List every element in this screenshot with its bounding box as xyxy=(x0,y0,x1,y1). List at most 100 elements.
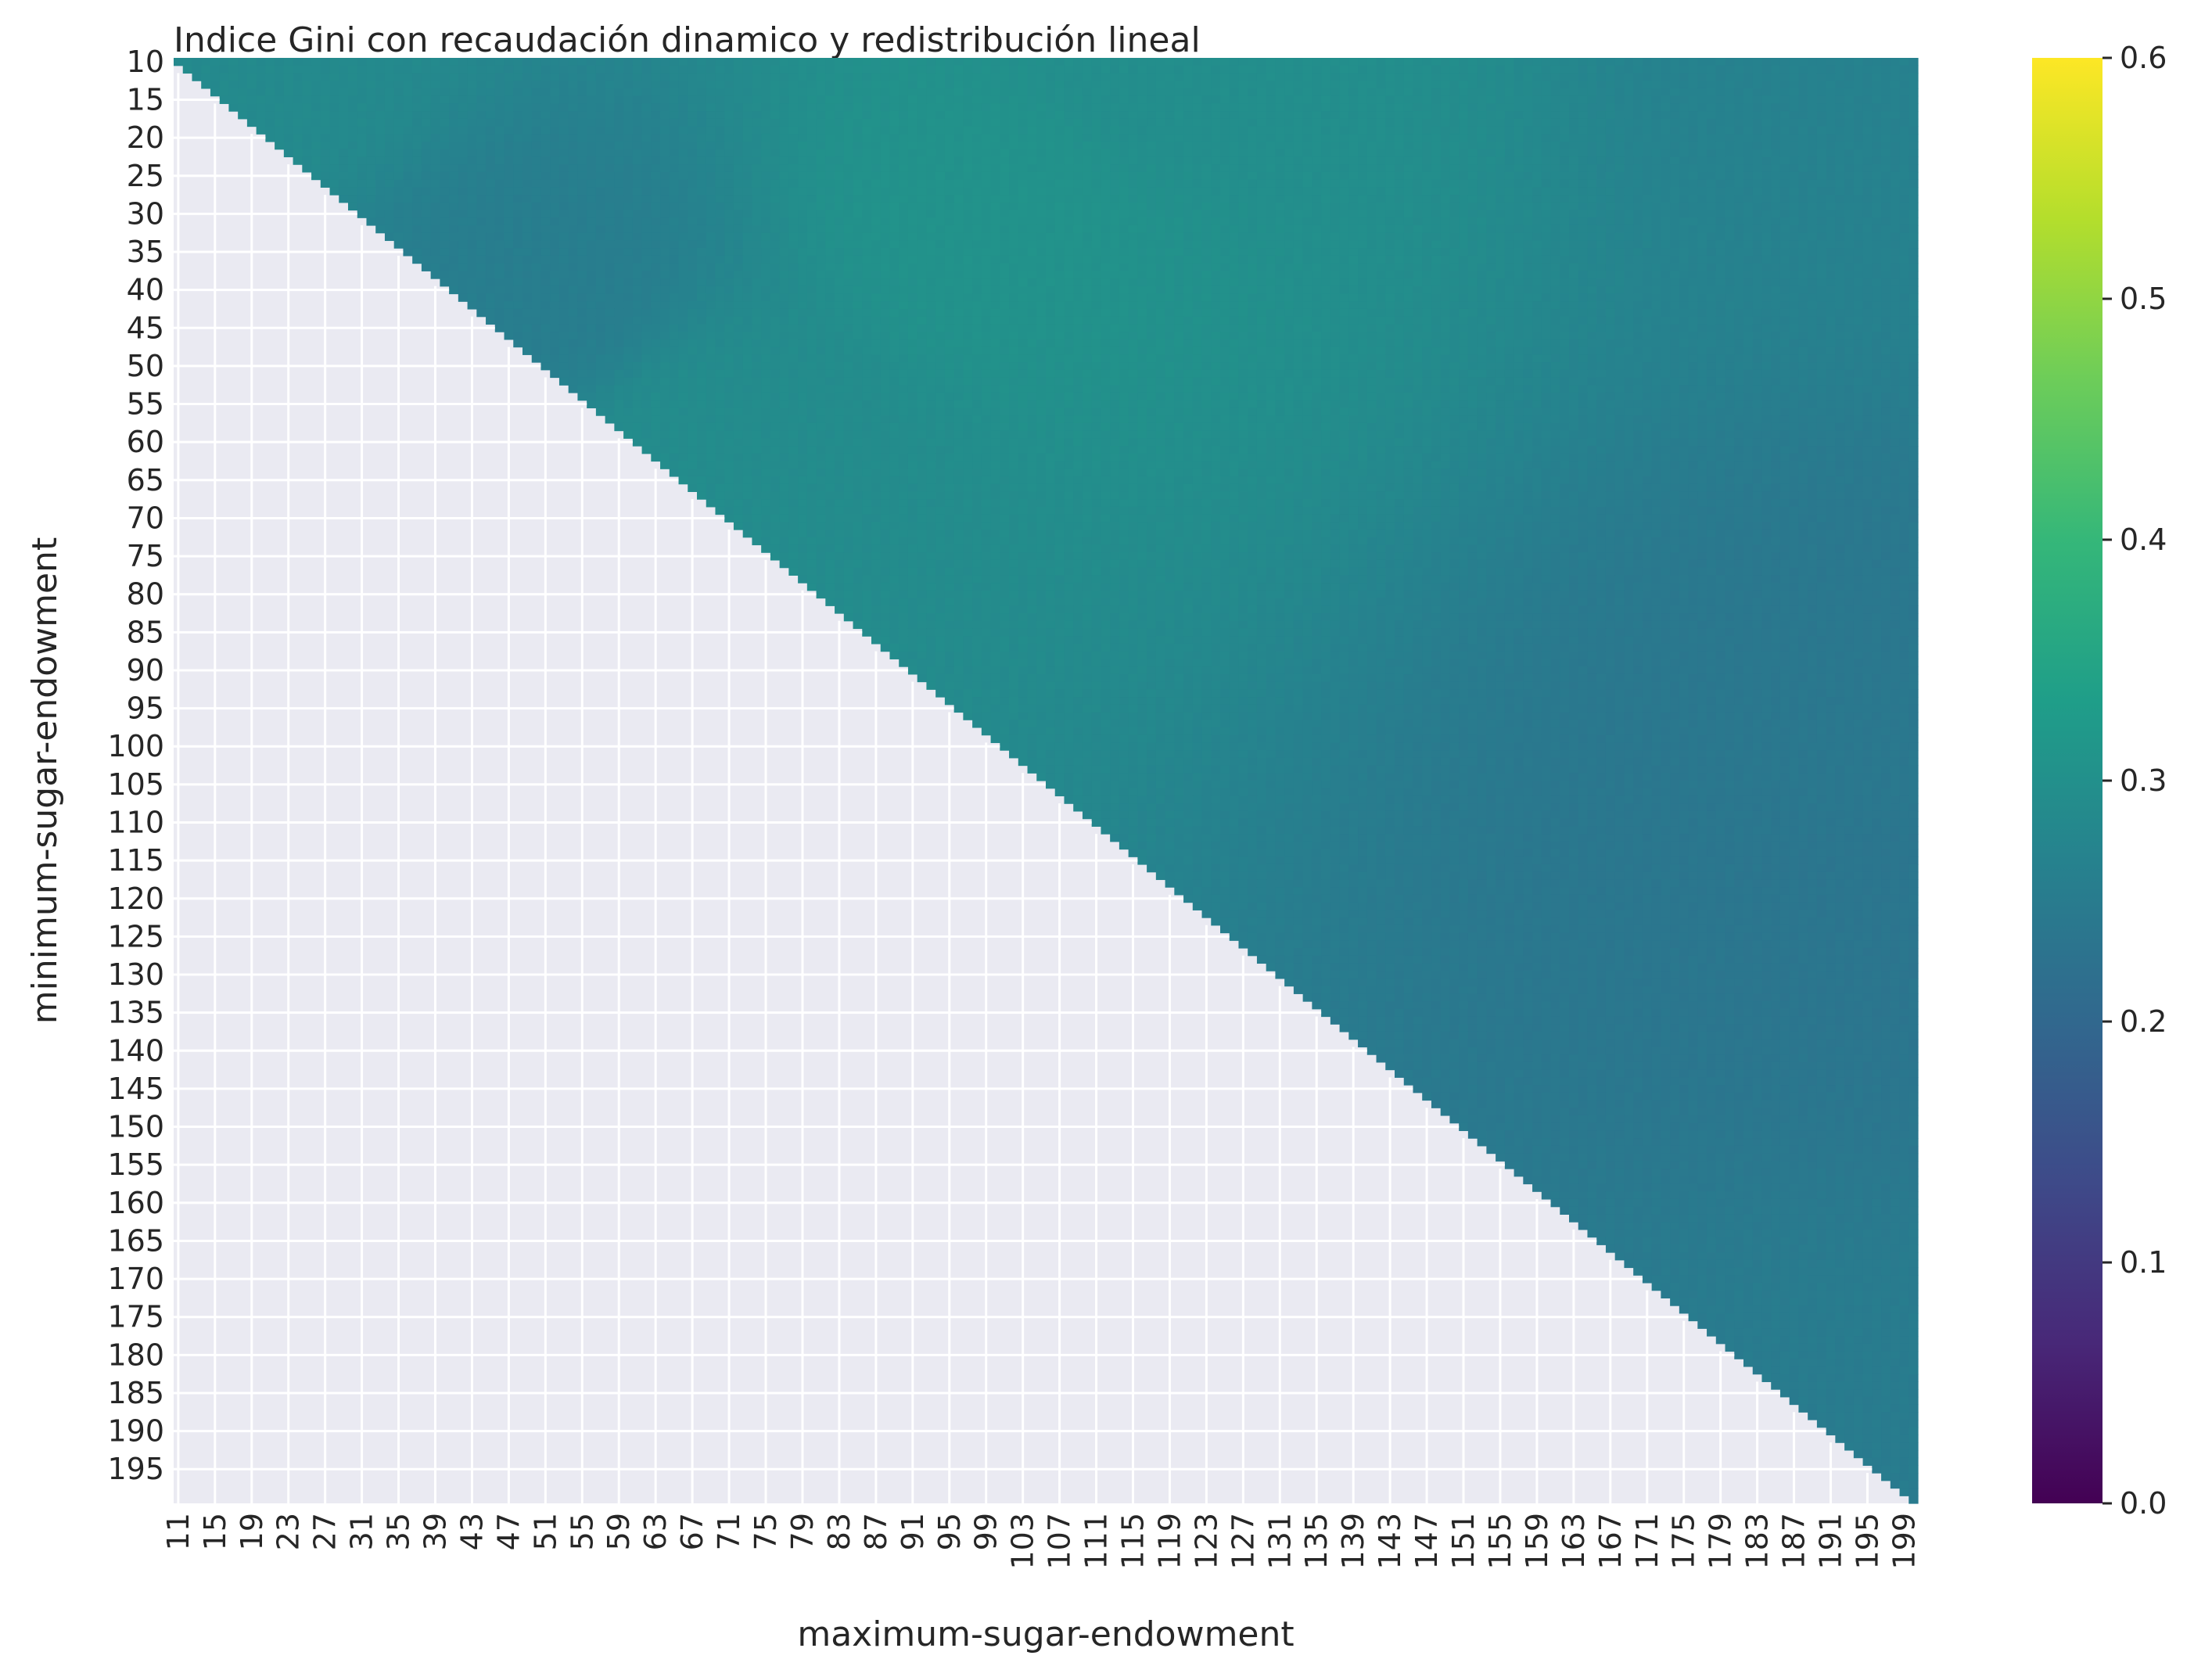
heatmap-cell xyxy=(825,103,835,112)
heatmap-cell xyxy=(1697,73,1707,81)
heatmap-cell xyxy=(926,65,936,74)
heatmap-cell xyxy=(1651,255,1661,264)
heatmap-cell xyxy=(742,134,753,142)
heatmap-cell xyxy=(1431,240,1442,249)
heatmap-cell xyxy=(706,58,716,66)
heatmap-cell xyxy=(1789,141,1800,150)
heatmap-cell xyxy=(1881,149,1891,158)
heatmap-cell xyxy=(1036,134,1047,142)
heatmap-cell xyxy=(1550,179,1560,188)
heatmap-cell xyxy=(568,103,579,112)
heatmap-cell xyxy=(320,88,331,97)
heatmap-cell xyxy=(558,149,569,158)
heatmap-cell xyxy=(1651,164,1661,173)
heatmap-cell xyxy=(595,118,606,127)
heatmap-cell xyxy=(1890,187,1901,196)
heatmap-cell xyxy=(1064,141,1074,150)
heatmap-cell xyxy=(752,58,762,66)
heatmap-cell xyxy=(1449,179,1460,188)
heatmap-cell xyxy=(1403,111,1414,120)
heatmap-cell xyxy=(1881,164,1891,173)
heatmap-cell xyxy=(1779,255,1790,264)
heatmap-cell xyxy=(605,111,615,120)
heatmap-cell xyxy=(907,103,918,112)
heatmap-cell xyxy=(1688,202,1698,211)
heatmap-cell xyxy=(1174,202,1184,211)
heatmap-cell xyxy=(1256,134,1267,142)
heatmap-cell xyxy=(715,156,725,165)
heatmap-cell xyxy=(1018,195,1029,203)
heatmap-cell xyxy=(311,118,321,127)
heatmap-cell xyxy=(403,248,413,257)
heatmap-cell xyxy=(733,156,744,165)
heatmap-cell xyxy=(393,195,404,203)
heatmap-cell xyxy=(1165,141,1175,150)
heatmap-cell xyxy=(1844,81,1855,89)
heatmap-cell xyxy=(449,81,459,89)
heatmap-cell xyxy=(531,103,542,112)
heatmap-cell xyxy=(816,81,826,89)
heatmap-cell xyxy=(724,217,734,226)
heatmap-cell xyxy=(568,202,579,211)
heatmap-cell xyxy=(1000,171,1010,181)
heatmap-cell xyxy=(715,217,725,226)
heatmap-cell xyxy=(1541,141,1552,150)
heatmap-cell xyxy=(1385,263,1395,271)
heatmap-cell xyxy=(393,187,404,196)
heatmap-cell xyxy=(1734,263,1744,271)
heatmap-cell xyxy=(339,126,349,135)
heatmap-cell xyxy=(1752,171,1763,181)
heatmap-cell xyxy=(1220,171,1230,181)
heatmap-cell xyxy=(1808,126,1818,135)
heatmap-cell xyxy=(1816,248,1827,257)
heatmap-cell xyxy=(862,141,872,150)
heatmap-cell xyxy=(1238,141,1248,150)
heatmap-cell xyxy=(1835,202,1845,211)
heatmap-cell xyxy=(724,164,734,173)
heatmap-cell xyxy=(1366,240,1377,249)
heatmap-cell xyxy=(1385,240,1395,249)
heatmap-cell xyxy=(1229,134,1240,142)
heatmap-cell xyxy=(1789,156,1800,165)
heatmap-cell xyxy=(899,65,909,74)
heatmap-cell xyxy=(1624,240,1634,249)
heatmap-cell xyxy=(1661,81,1671,89)
heatmap-cell xyxy=(1293,263,1304,271)
heatmap-cell xyxy=(1816,118,1827,127)
heatmap-cell xyxy=(688,187,698,196)
heatmap-cell xyxy=(494,224,505,234)
heatmap-cell xyxy=(1697,164,1707,173)
heatmap-cell xyxy=(1771,195,1781,203)
heatmap-cell xyxy=(1596,224,1607,234)
heatmap-cell xyxy=(1798,118,1808,127)
heatmap-cell xyxy=(1018,179,1029,188)
heatmap-cell xyxy=(329,141,339,150)
heatmap-cell xyxy=(375,95,386,104)
heatmap-cell xyxy=(1835,95,1845,104)
heatmap-cell xyxy=(835,134,845,142)
heatmap-cell xyxy=(1872,187,1882,196)
heatmap-cell xyxy=(733,224,744,234)
heatmap-cell xyxy=(1256,263,1267,271)
heatmap-cell xyxy=(1688,263,1698,271)
heatmap-cell xyxy=(899,240,909,249)
heatmap-cell xyxy=(1009,149,1019,158)
heatmap-cell xyxy=(678,58,688,66)
heatmap-cell xyxy=(1229,263,1240,271)
heatmap-cell xyxy=(907,195,918,203)
heatmap-cell xyxy=(853,88,863,97)
heatmap-cell xyxy=(1110,81,1120,89)
heatmap-cell xyxy=(953,149,964,158)
heatmap-cell xyxy=(1137,81,1147,89)
heatmap-cell xyxy=(1229,255,1240,264)
heatmap-cell xyxy=(1302,263,1312,271)
heatmap-cell xyxy=(660,141,670,150)
heatmap-cell xyxy=(907,217,918,226)
heatmap-cell xyxy=(1614,179,1625,188)
heatmap-cell xyxy=(1449,232,1460,242)
heatmap-cell xyxy=(577,202,587,211)
heatmap-cell xyxy=(944,111,955,120)
heatmap-cell xyxy=(1514,217,1524,226)
heatmap-cell xyxy=(1798,149,1808,158)
heatmap-cell xyxy=(1707,149,1717,158)
